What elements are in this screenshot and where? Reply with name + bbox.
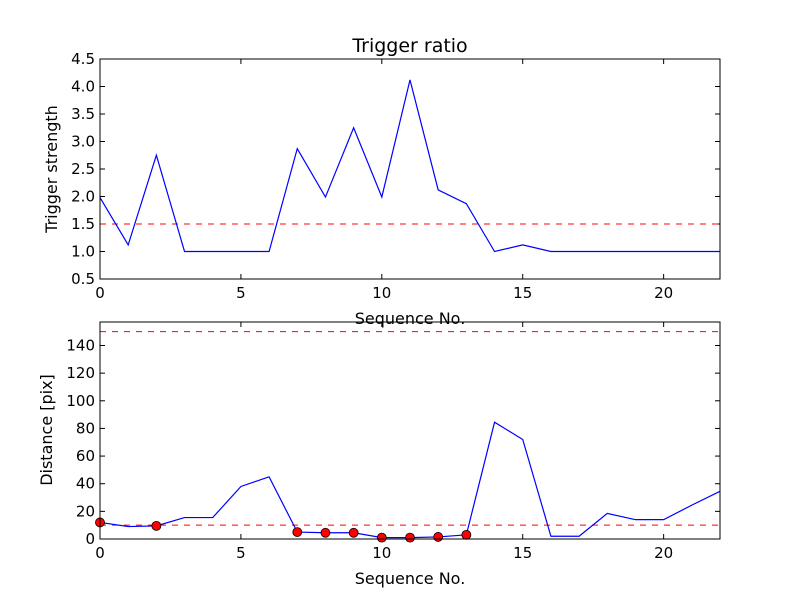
series-line — [99, 421, 721, 539]
chart-title: Trigger ratio — [351, 35, 467, 57]
data-point-marker — [292, 527, 303, 537]
data-point-marker — [320, 527, 331, 538]
x-tick-label: 10 — [372, 284, 391, 302]
markers — [95, 517, 472, 543]
series-lines — [99, 79, 720, 253]
y-tick-label: 1.5 — [71, 215, 95, 233]
data-point-marker — [151, 520, 162, 531]
x-tick-label: 15 — [513, 544, 532, 562]
data-point-marker — [461, 529, 472, 540]
y-axis-label: Distance [pix] — [37, 374, 56, 486]
x-axis-label: Sequence No. — [355, 309, 466, 328]
y-tick-label: 2.0 — [71, 188, 95, 206]
y-tick-label: 40 — [76, 475, 95, 493]
y-tick-label: 4.0 — [71, 78, 95, 96]
x-tick-label: 15 — [513, 284, 532, 302]
series-lines — [99, 421, 721, 539]
series-line — [99, 79, 720, 253]
y-tick-label: 60 — [76, 447, 95, 465]
x-tick-label: 20 — [654, 284, 673, 302]
y-tick-label: 2.5 — [71, 160, 95, 178]
threshold-lines — [100, 331, 720, 526]
y-tick-label: 20 — [76, 502, 95, 520]
y-axis-label: Trigger strength — [42, 105, 61, 234]
plot-frame — [99, 321, 721, 540]
y-tick-label: 3.5 — [71, 105, 95, 123]
x-tick-label: 5 — [236, 544, 246, 562]
x-tick-label: 5 — [236, 284, 246, 302]
y-tick-label: 0 — [85, 530, 95, 548]
x-tick-label: 10 — [372, 544, 391, 562]
plot-frame — [99, 58, 721, 280]
data-point-marker — [348, 527, 359, 538]
y-tick-label: 100 — [66, 392, 95, 410]
y-tick-label: 4.5 — [71, 50, 95, 68]
x-tick-label: 20 — [654, 544, 673, 562]
data-point-marker — [405, 532, 415, 543]
ticks: 0 5 10 15 20 0 20 40 60 80 100 120 140 — [66, 322, 720, 562]
trigger-ratio-chart: Trigger ratio Sequence No. Trigger stren… — [42, 35, 721, 328]
ticks: 0 5 10 15 20 0.5 1.0 1.5 2.0 2.5 3.0 3.5 4.0 4.5 — [71, 50, 720, 302]
x-tick-label: 0 — [95, 544, 105, 562]
y-tick-label: 3.0 — [71, 133, 95, 151]
x-axis-label: Sequence No. — [355, 569, 466, 588]
y-tick-label: 80 — [76, 419, 95, 437]
data-point-marker — [376, 532, 387, 543]
y-tick-label: 0.5 — [71, 270, 95, 288]
y-tick-label: 120 — [66, 364, 95, 382]
y-tick-label: 1.0 — [71, 243, 95, 261]
distance-chart: Sequence No. Distance [pix] 0 5 10 15 20 0 20 4… — [37, 321, 721, 588]
data-point-marker — [433, 532, 444, 542]
x-tick-label: 0 — [95, 284, 105, 302]
y-tick-label: 140 — [66, 336, 95, 354]
